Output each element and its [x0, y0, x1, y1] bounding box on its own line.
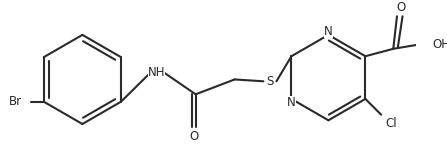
Text: O: O — [189, 130, 198, 143]
Text: OH: OH — [432, 38, 447, 51]
Text: N: N — [287, 96, 296, 109]
Text: S: S — [266, 75, 274, 88]
Text: O: O — [396, 0, 405, 14]
Text: Br: Br — [8, 95, 21, 108]
Text: NH: NH — [148, 66, 165, 79]
Text: Cl: Cl — [386, 117, 397, 130]
Text: N: N — [324, 25, 333, 38]
